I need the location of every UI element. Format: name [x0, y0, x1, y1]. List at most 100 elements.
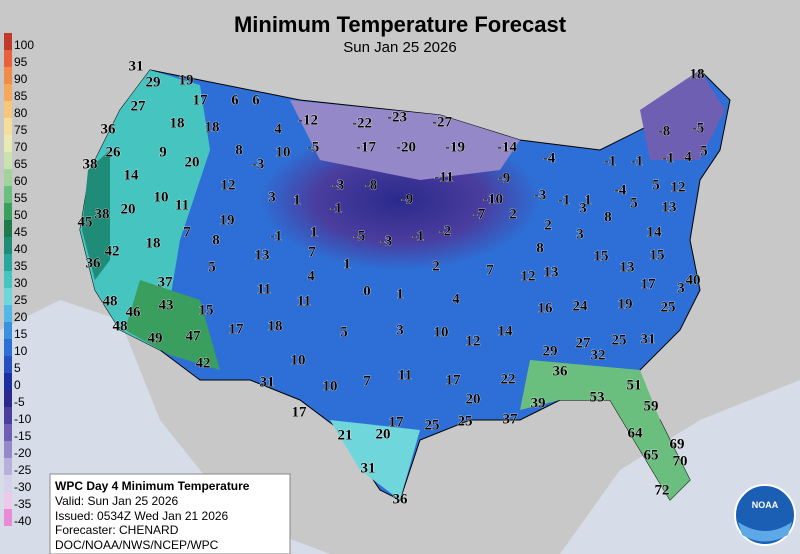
station-temp: 13 — [620, 259, 635, 275]
west-warm-zone — [80, 70, 210, 360]
legend-swatch — [4, 305, 12, 322]
legend-swatch — [4, 220, 12, 237]
station-temp: 12 — [671, 179, 686, 195]
station-temp: 1 — [584, 192, 592, 208]
legend-swatch — [4, 390, 12, 407]
station-temp: 16 — [538, 300, 554, 316]
legend-swatch — [4, 458, 12, 475]
station-temp: 9 — [159, 144, 167, 160]
station-temp: 7 — [486, 262, 494, 278]
station-temp: 38 — [83, 156, 98, 172]
northeast-cold-zone — [640, 70, 725, 160]
station-temp: 7 — [308, 244, 316, 260]
station-temp: 17 — [193, 92, 209, 108]
station-temp: 29 — [146, 74, 161, 90]
legend-label: 85 — [14, 89, 28, 103]
legend-swatch — [4, 271, 12, 288]
legend-label: 75 — [14, 123, 28, 137]
legend-swatch — [4, 186, 12, 203]
legend-swatch — [4, 424, 12, 441]
station-temp: 64 — [628, 425, 644, 441]
station-temp: 65 — [644, 447, 659, 463]
station-temp: 4 — [307, 268, 315, 284]
station-temp: 1 — [310, 224, 318, 240]
station-temp: 29 — [543, 343, 558, 359]
station-temp: 11 — [398, 367, 412, 383]
station-temp: 15 — [594, 248, 609, 264]
station-temp: 14 — [124, 167, 140, 183]
station-temp: 3 — [576, 226, 584, 242]
info-forecaster: Forecaster: CHENARD — [55, 523, 179, 537]
station-temp: 5 — [340, 324, 348, 340]
station-temp: 10 — [291, 352, 306, 368]
texas-warm-zone — [330, 420, 420, 500]
legend-swatch — [4, 339, 12, 356]
legend-swatch — [4, 203, 12, 220]
station-temp: -4 — [543, 150, 556, 166]
legend-label: -25 — [14, 463, 32, 477]
legend-swatch — [4, 288, 12, 305]
station-temp: -1 — [558, 192, 571, 208]
station-temp: -20 — [396, 139, 416, 155]
station-temp: -9 — [498, 170, 511, 186]
station-temp: -4 — [614, 182, 627, 198]
legend-label: 20 — [14, 310, 28, 324]
legend-swatch — [4, 84, 12, 101]
legend-swatch — [4, 373, 12, 390]
station-temp: -17 — [356, 139, 376, 155]
station-temp: 8 — [536, 240, 544, 256]
station-temp: -14 — [497, 139, 517, 155]
info-valid: Valid: Sun Jan 25 2026 — [55, 494, 179, 508]
station-temp: 4 — [684, 149, 692, 165]
station-temp: 20 — [121, 201, 136, 217]
station-temp: -10 — [483, 191, 503, 207]
station-temp: 36 — [86, 255, 102, 271]
station-temp: 42 — [196, 355, 211, 371]
station-temp: 8 — [235, 142, 243, 158]
noaa-logo-wave — [738, 522, 792, 542]
station-temp: 17 — [389, 414, 405, 430]
station-temp: 70 — [673, 453, 688, 469]
station-temp: 1 — [293, 192, 301, 208]
legend-label: -15 — [14, 429, 32, 443]
station-temp: -22 — [352, 115, 372, 131]
station-temp: 25 — [661, 299, 676, 315]
station-temp: 31 — [361, 460, 376, 476]
station-temp: 3 — [396, 322, 404, 338]
station-temp: -3 — [380, 233, 393, 249]
station-temp: 13 — [544, 264, 559, 280]
legend-label: 35 — [14, 259, 28, 273]
legend-label: -35 — [14, 497, 32, 511]
coast-zone — [82, 150, 110, 280]
station-temp: 5 — [700, 143, 708, 159]
info-source: DOC/NOAA/NWS/NCEP/WPC — [55, 538, 219, 552]
legend-swatch — [4, 407, 12, 424]
station-temp: 31 — [260, 374, 275, 390]
station-temp: 4 — [274, 121, 282, 137]
station-temp: 37 — [158, 274, 174, 290]
legend-label: -40 — [14, 514, 32, 528]
station-temp: 38 — [95, 206, 110, 222]
title: Minimum Temperature Forecast — [234, 12, 567, 37]
legend-label: 30 — [14, 276, 28, 290]
station-temp: -1 — [662, 150, 675, 166]
station-temp: 46 — [126, 304, 142, 320]
station-temp: 24 — [573, 298, 589, 314]
legend-label: -20 — [14, 446, 32, 460]
station-temp: 7 — [183, 224, 191, 240]
station-temp: 11 — [257, 281, 271, 297]
legend-swatch — [4, 101, 12, 118]
station-temp: 49 — [148, 330, 163, 346]
station-temp: -19 — [445, 139, 465, 155]
station-temp: 20 — [466, 391, 481, 407]
station-temp: 3 — [579, 200, 587, 216]
legend-swatch — [4, 356, 12, 373]
info-issued: Issued: 0534Z Wed Jan 21 2026 — [55, 509, 229, 523]
station-temp: 19 — [179, 72, 194, 88]
station-temp: 31 — [641, 331, 656, 347]
station-temp: -11 — [434, 169, 453, 185]
station-temp: 20 — [376, 426, 391, 442]
station-temp: -3 — [252, 156, 265, 172]
station-temp: 18 — [690, 66, 705, 82]
